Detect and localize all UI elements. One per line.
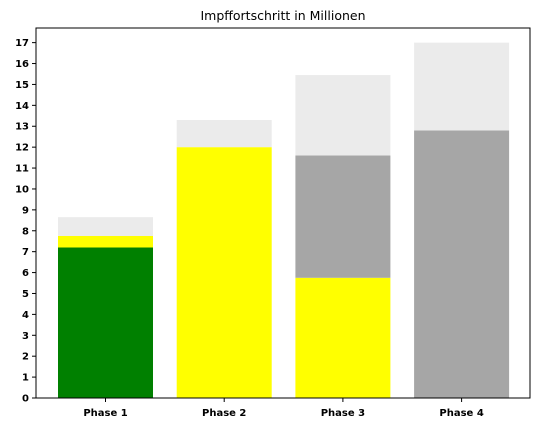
y-tick-label: 11 bbox=[15, 164, 29, 175]
bar-segment-light-1 bbox=[58, 217, 153, 236]
y-tick-label: 5 bbox=[22, 289, 29, 300]
y-tick-label: 7 bbox=[22, 247, 29, 258]
y-tick-label: 6 bbox=[22, 268, 29, 279]
bar-segment-gray-4 bbox=[414, 130, 510, 398]
y-tick-label: 17 bbox=[15, 38, 29, 49]
y-tick-label: 1 bbox=[22, 373, 29, 384]
bar-segment-gray-3 bbox=[295, 155, 391, 278]
y-tick-label: 9 bbox=[22, 205, 29, 216]
y-tick-label: 8 bbox=[22, 226, 29, 237]
bar-segment-green-1 bbox=[58, 247, 153, 398]
x-tick-label: Phase 1 bbox=[83, 408, 127, 419]
y-tick-label: 3 bbox=[22, 331, 29, 342]
x-tick-label: Phase 2 bbox=[202, 408, 246, 419]
y-tick-label: 12 bbox=[15, 143, 29, 154]
y-tick-label: 0 bbox=[22, 394, 29, 405]
bar-segment-light-2 bbox=[176, 119, 272, 148]
bar-segment-yellow-1 bbox=[58, 235, 153, 248]
x-tick-label: Phase 3 bbox=[321, 408, 365, 419]
chart-title: Impffortschritt in Millionen bbox=[200, 8, 365, 23]
y-tick-label: 15 bbox=[15, 80, 29, 91]
bar-segment-yellow-3 bbox=[295, 277, 391, 398]
y-tick-label: 2 bbox=[22, 352, 29, 363]
bars-layer bbox=[58, 42, 510, 398]
x-axis: Phase 1 Phase 2 Phase 3 Phase 4 bbox=[83, 398, 484, 419]
y-tick-label: 14 bbox=[15, 101, 29, 112]
y-tick-label: 13 bbox=[15, 122, 29, 133]
bar-segment-yellow-2 bbox=[176, 147, 272, 398]
y-tick-label: 10 bbox=[15, 184, 29, 195]
plot-frame bbox=[35, 27, 531, 399]
y-tick-label: 4 bbox=[22, 310, 29, 321]
bar-segment-light-3 bbox=[295, 75, 391, 156]
x-tick-label: Phase 4 bbox=[439, 408, 483, 419]
y-tick-label: 16 bbox=[15, 59, 29, 70]
bar-segment-light-4 bbox=[414, 42, 510, 131]
